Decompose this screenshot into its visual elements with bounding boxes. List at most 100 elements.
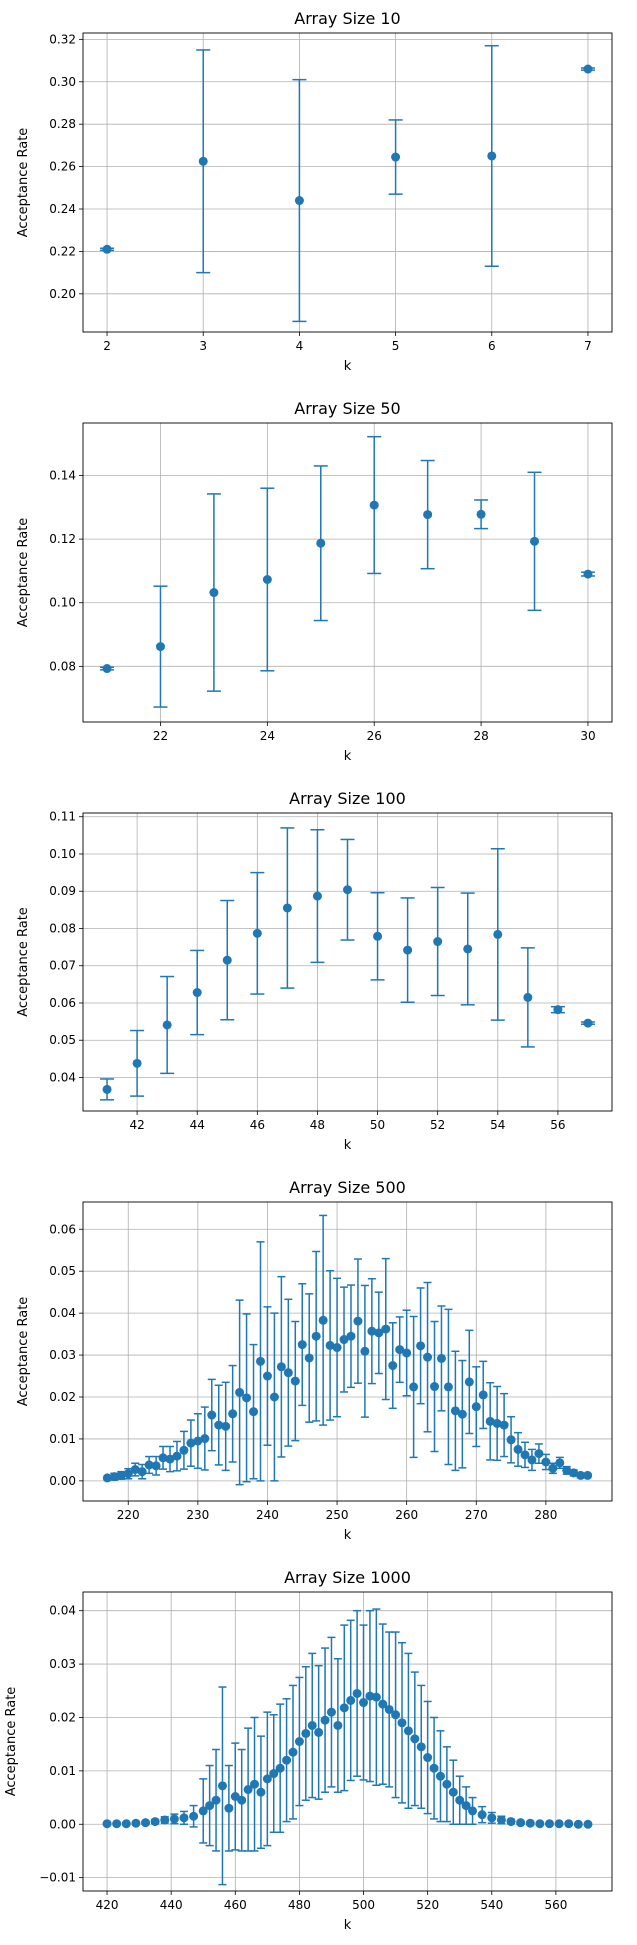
- x-tick-label: 280: [534, 1508, 557, 1522]
- data-point: [179, 1445, 189, 1455]
- data-point: [179, 1813, 189, 1823]
- data-point: [471, 1402, 481, 1412]
- data-point: [499, 1420, 509, 1430]
- data-point: [457, 1409, 467, 1419]
- data-point: [131, 1818, 141, 1828]
- data-point: [583, 64, 593, 74]
- data-point: [360, 1346, 370, 1356]
- y-tick-label: 0.11: [49, 810, 76, 824]
- y-axis-label: Acceptance Rate: [16, 518, 31, 628]
- x-tick-label: 4: [296, 339, 304, 353]
- x-tick-label: 28: [473, 729, 488, 743]
- data-point: [151, 1461, 161, 1471]
- data-point: [205, 1801, 215, 1811]
- data-point: [102, 1473, 112, 1483]
- data-point: [555, 1458, 565, 1468]
- y-tick-label: 0.09: [49, 884, 76, 898]
- x-tick-label: 50: [370, 1118, 385, 1132]
- data-point: [198, 156, 208, 166]
- data-point: [433, 937, 443, 947]
- x-tick-label: 5: [392, 339, 400, 353]
- data-point: [109, 1472, 119, 1482]
- x-tick-label: 46: [250, 1118, 265, 1132]
- x-tick-label: 540: [480, 1898, 503, 1912]
- axes-frame: [82, 1201, 613, 1502]
- y-axis-label: Acceptance Rate: [16, 907, 31, 1017]
- chart-1: Array Size 10 2 3 4 5 6 7 0.20 0.22 0.24 0.26 0.28 0…: [16, 9, 613, 374]
- chart-title: Array Size 10: [294, 9, 400, 28]
- chart-4: Array Size 500 220 230 240 250 260 270 280 0.00 0…: [16, 1178, 613, 1543]
- data-point: [318, 1315, 328, 1325]
- data-point: [311, 1331, 321, 1341]
- data-point: [189, 1811, 199, 1821]
- y-tick-label: 0.04: [49, 1604, 76, 1618]
- data-point: [359, 1698, 369, 1708]
- chart-3: Array Size 100 42 44 46 48 50 52 54 56 0.04 0.05 0.…: [16, 789, 613, 1153]
- y-tick-label: 0.30: [49, 75, 76, 89]
- chart-title: Array Size 500: [289, 1178, 406, 1197]
- data-point: [448, 1787, 458, 1797]
- data-point: [450, 1406, 460, 1416]
- data-point: [346, 1695, 356, 1705]
- data-point: [130, 1465, 140, 1475]
- data-point: [172, 1451, 182, 1461]
- x-axis-label: k: [344, 1918, 352, 1933]
- x-tick-label: 30: [580, 729, 595, 743]
- data-point: [222, 955, 232, 965]
- data-point: [275, 1763, 285, 1773]
- x-tick-label: 44: [190, 1118, 205, 1132]
- data-point: [269, 1392, 279, 1402]
- data-point: [548, 1463, 558, 1473]
- data-point: [116, 1470, 126, 1480]
- data-point: [294, 1737, 304, 1746]
- x-tick-label: 56: [550, 1118, 565, 1132]
- x-tick-label: 7: [584, 339, 592, 353]
- y-tick-label: 0.04: [49, 1070, 76, 1084]
- x-tick-label: 440: [160, 1898, 183, 1912]
- data-point: [564, 1819, 574, 1829]
- data-point: [224, 1803, 234, 1813]
- data-point: [252, 928, 262, 938]
- data-point: [141, 1818, 151, 1828]
- data-point: [121, 1819, 131, 1829]
- x-tick-label: 460: [224, 1898, 247, 1912]
- data-point: [463, 944, 473, 954]
- data-point: [423, 1352, 433, 1362]
- x-tick-label: 500: [352, 1898, 375, 1912]
- data-point: [162, 1020, 172, 1030]
- data-point: [112, 1819, 122, 1829]
- data-point: [583, 1819, 593, 1829]
- x-tick-label: 22: [153, 729, 168, 743]
- x-tick-label: 560: [544, 1898, 567, 1912]
- data-point: [381, 1324, 391, 1334]
- data-point: [235, 1387, 245, 1397]
- data-point: [211, 1795, 221, 1805]
- chart-title: Array Size 50: [294, 399, 400, 418]
- y-tick-label: 0.01: [49, 1432, 76, 1446]
- x-tick-label: 220: [117, 1508, 140, 1522]
- data-point: [443, 1382, 453, 1392]
- data-point: [282, 1755, 292, 1765]
- data-point: [468, 1806, 478, 1816]
- x-axis-label: k: [344, 1138, 352, 1153]
- y-tick-label: 0.24: [49, 202, 76, 216]
- y-tick-label: 0.03: [49, 1657, 76, 1671]
- x-tick-label: 42: [129, 1118, 144, 1132]
- data-point: [144, 1460, 154, 1470]
- data-point: [320, 1715, 330, 1725]
- data-point: [544, 1819, 554, 1829]
- y-tick-label: 0.04: [49, 1306, 76, 1320]
- data-point: [200, 1434, 210, 1444]
- data-point: [158, 1453, 168, 1463]
- data-point: [250, 1779, 260, 1789]
- data-point: [583, 1470, 593, 1480]
- y-tick-label: 0.12: [49, 532, 76, 546]
- data-point: [186, 1438, 196, 1448]
- chart-title: Array Size 100: [289, 789, 406, 808]
- chart-2: Array Size 50 22 24 26 28 30 0.08 0.10 0.12 0.14 k…: [16, 399, 613, 764]
- data-point: [294, 196, 304, 206]
- data-point: [583, 569, 593, 579]
- y-tick-label: 0.07: [49, 959, 76, 973]
